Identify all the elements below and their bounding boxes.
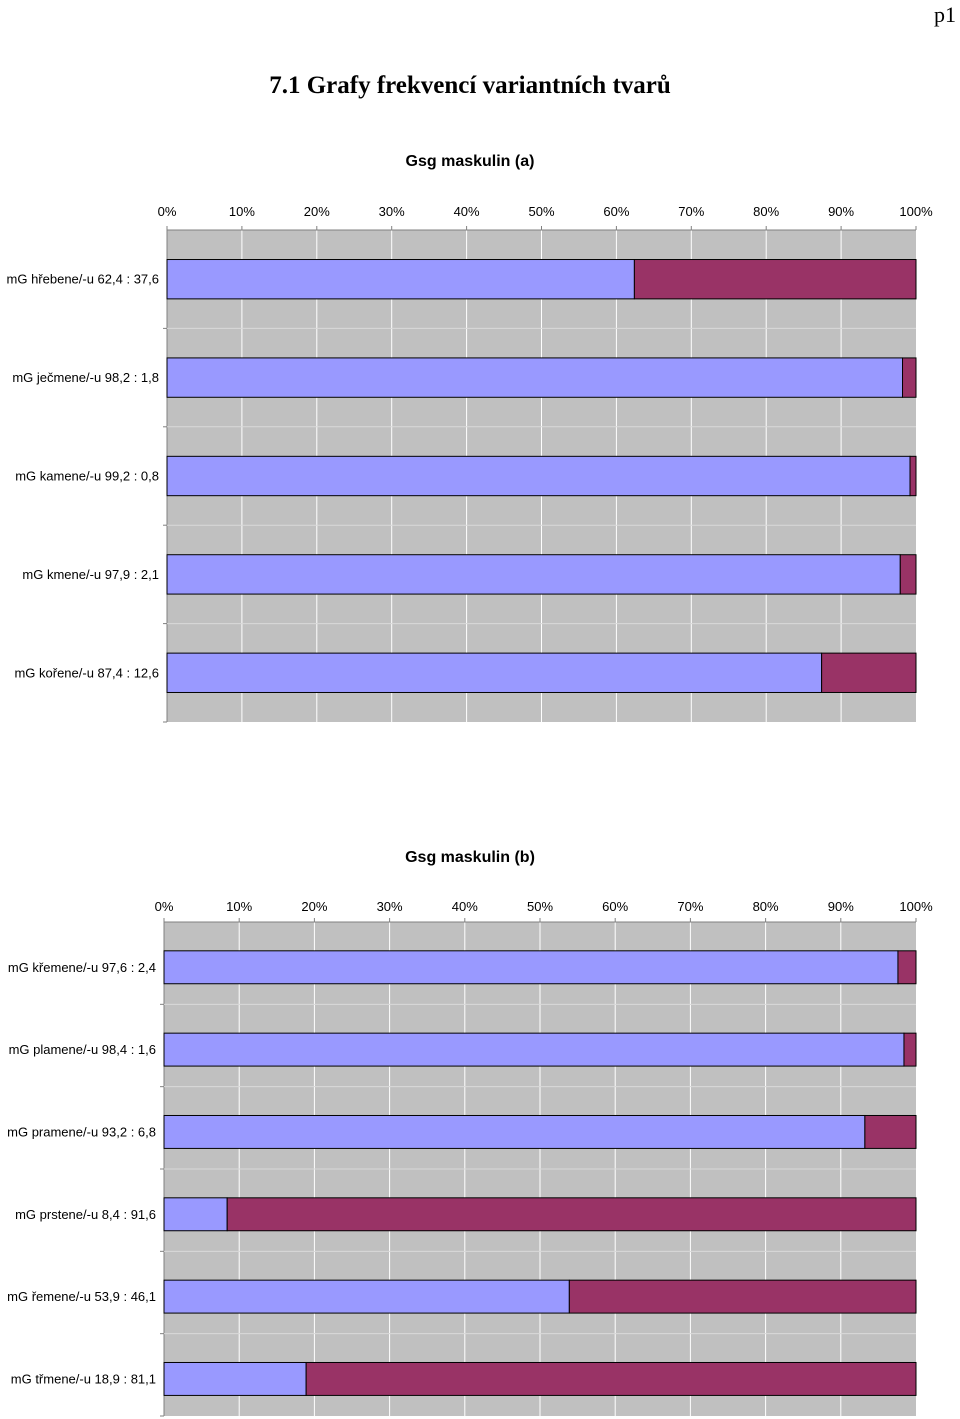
x-tick-label: 60% [603, 204, 629, 219]
bar-series2-6 [305, 1361, 917, 1396]
x-tick-label: 0% [158, 204, 177, 219]
bar-series2-3 [864, 1114, 917, 1149]
bar-series1-5 [166, 652, 823, 693]
bar-series1-4 [163, 1197, 228, 1232]
bar-series1-4 [166, 554, 901, 595]
x-tick-label: 100% [899, 899, 933, 914]
bar-series1-3 [163, 1114, 866, 1149]
bar-series1-2 [163, 1032, 905, 1067]
category-label: mG hřebene/-u 62,4 : 37,6 [7, 272, 159, 287]
bar-series1-6 [163, 1361, 307, 1396]
x-tick-label: 90% [828, 204, 854, 219]
x-tick-label: 80% [753, 204, 779, 219]
x-tick-label: 10% [229, 204, 255, 219]
chart-a-title: Gsg maskulin (a) [405, 153, 535, 170]
bar-series2-4 [899, 554, 917, 595]
bar-series2-3 [909, 455, 917, 497]
x-tick-label: 20% [301, 899, 327, 914]
category-label: mG kamene/-u 99,2 : 0,8 [15, 469, 159, 484]
chart-a: 0% 10% 20% 30% 40% 50% 60% 70% 80% 90% 100% mG hřeb… [7, 204, 933, 723]
x-tick-label: 50% [528, 204, 554, 219]
bar-series2-4 [226, 1197, 917, 1232]
chart-b-title: Gsg maskulin (b) [405, 849, 535, 866]
bar-series2-2 [902, 357, 917, 398]
category-label: mG ječmene/-u 98,2 : 1,8 [12, 370, 159, 385]
x-tick-label: 90% [828, 899, 854, 914]
x-tick-label: 50% [527, 899, 553, 914]
section-title: 7.1 Grafy frekvencí variantních tvarů [269, 72, 671, 99]
x-tick-label: 20% [304, 204, 330, 219]
category-label: mG pramene/-u 93,2 : 6,8 [7, 1124, 156, 1139]
x-tick-label: 60% [602, 899, 628, 914]
x-tick-label: 0% [155, 899, 174, 914]
category-label: mG kmene/-u 97,9 : 2,1 [22, 567, 159, 582]
category-label: mG řemene/-u 53,9 : 46,1 [7, 1289, 156, 1304]
bar-series1-3 [166, 455, 911, 497]
category-label: mG kořene/-u 87,4 : 12,6 [14, 665, 159, 680]
x-tick-label: 30% [379, 204, 405, 219]
x-tick-label: 40% [452, 899, 478, 914]
bar-series2-1 [897, 950, 917, 985]
x-tick-label: 80% [753, 899, 779, 914]
x-tick-label: 70% [678, 204, 704, 219]
category-label: mG křemene/-u 97,6 : 2,4 [8, 960, 156, 975]
page-number: p1 [934, 2, 956, 27]
x-tick-label: 10% [226, 899, 252, 914]
bar-series1-1 [163, 950, 899, 985]
x-tick-label: 30% [377, 899, 403, 914]
x-tick-label: 40% [454, 204, 480, 219]
bar-series2-5 [821, 652, 917, 693]
category-label: mG prstene/-u 8,4 : 91,6 [15, 1207, 156, 1222]
bar-series2-1 [633, 259, 917, 300]
bar-series2-2 [903, 1032, 917, 1067]
category-label: mG plamene/-u 98,4 : 1,6 [9, 1042, 156, 1057]
x-tick-label: 70% [677, 899, 703, 914]
bar-series1-5 [163, 1279, 570, 1314]
x-tick-label: 100% [899, 204, 933, 219]
bar-series2-5 [568, 1279, 917, 1314]
bar-series1-1 [166, 259, 635, 300]
category-label: mG třmene/-u 18,9 : 81,1 [11, 1371, 156, 1386]
